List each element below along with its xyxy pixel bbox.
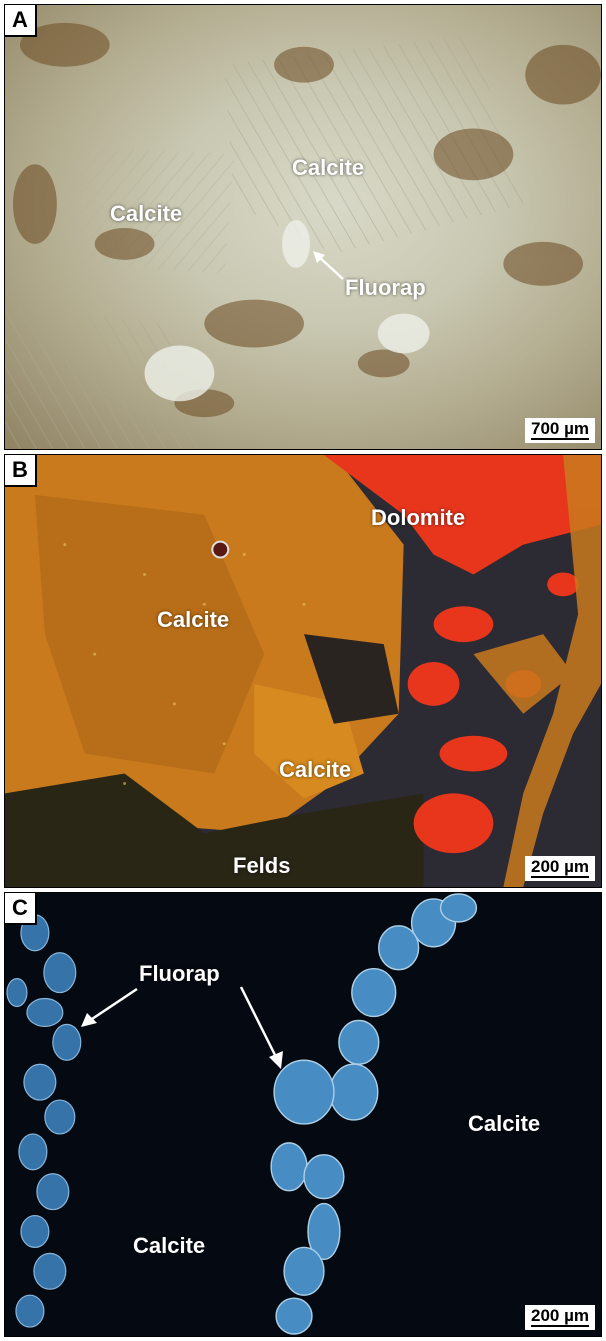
scale-bar: 700 µm bbox=[525, 418, 595, 443]
arrow-icon bbox=[313, 251, 344, 280]
panel-b-texture bbox=[5, 455, 601, 887]
scale-bar: 200 µm bbox=[525, 1305, 595, 1330]
panel-letter: B bbox=[5, 455, 37, 487]
micrograph-panel-c: C Fluorap Calcite Calcite 200 µm bbox=[4, 892, 602, 1337]
micrograph-panel-b: B Dolomite Calcite Calcite Felds 200 µm bbox=[4, 454, 602, 888]
micrograph-panel-a: A Calcite Calcite Fluorap 700 µm bbox=[4, 4, 602, 450]
arrow-icon bbox=[81, 987, 138, 1027]
panel-letter: A bbox=[5, 5, 37, 37]
panel-letter: C bbox=[5, 893, 37, 925]
mineral-label-dolomite: Dolomite bbox=[371, 505, 466, 530]
mineral-label-calcite: Calcite bbox=[157, 607, 230, 632]
mineral-label-calcite: Calcite bbox=[279, 757, 352, 782]
mineral-label-fluorap: Fluorap bbox=[345, 275, 426, 300]
panel-c-texture bbox=[5, 893, 601, 1336]
mineral-label-calcite: Calcite bbox=[468, 1111, 541, 1136]
mineral-label-calcite: Calcite bbox=[110, 201, 183, 226]
panel-a-texture bbox=[5, 22, 601, 449]
mineral-label-calcite: Calcite bbox=[133, 1233, 206, 1258]
mineral-label-feldspar: Felds bbox=[233, 853, 291, 878]
arrow-icon bbox=[239, 986, 283, 1069]
scale-bar: 200 µm bbox=[525, 856, 595, 881]
mineral-label-fluorap: Fluorap bbox=[139, 961, 220, 986]
mineral-label-calcite: Calcite bbox=[292, 155, 365, 180]
